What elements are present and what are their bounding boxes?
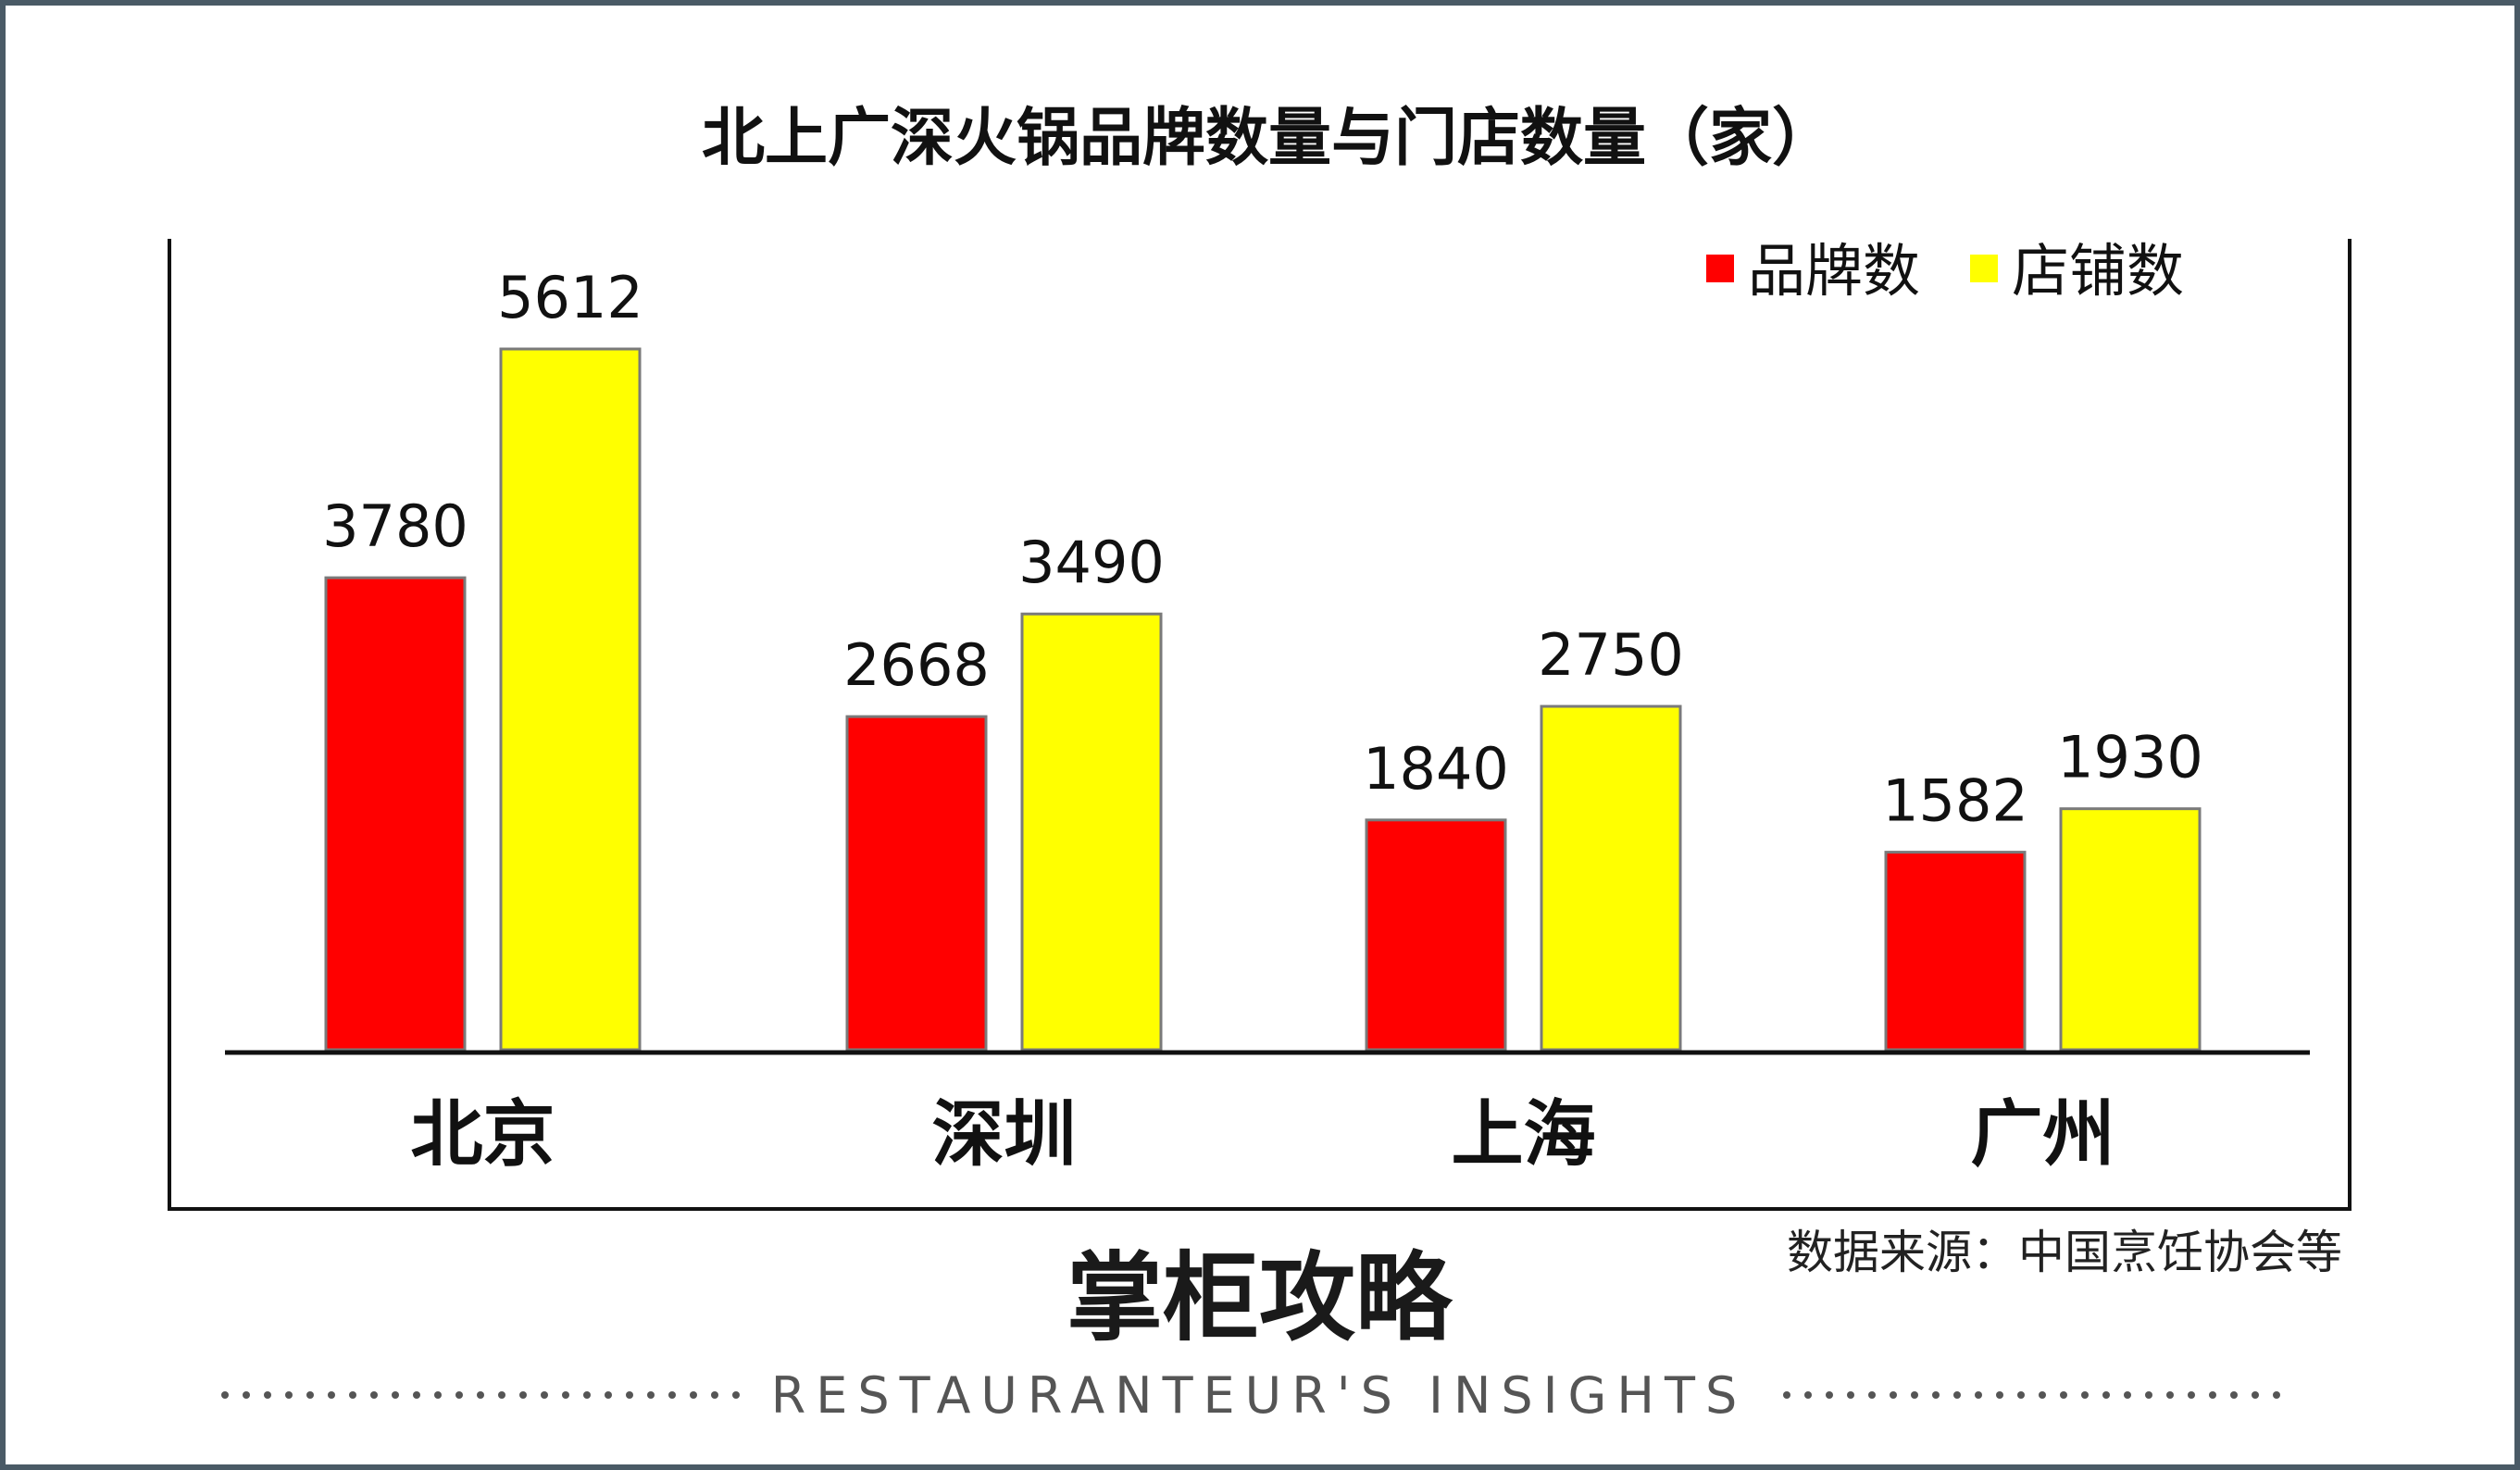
- legend: 品牌数 店铺数: [1706, 237, 2184, 305]
- tagline-dot: [1804, 1391, 1812, 1399]
- tagline-dot: [690, 1391, 697, 1399]
- legend-swatch-brands: [1706, 255, 1734, 282]
- tagline-dot: [1911, 1391, 1918, 1399]
- tagline-dot: [2081, 1391, 2089, 1399]
- tagline-dot: [2102, 1391, 2110, 1399]
- bar-guangzhou-brands: [1884, 851, 2027, 1052]
- tagline: RESTAURANTEUR'S INSIGHTS: [771, 1366, 1748, 1425]
- tagline-dot: [1847, 1391, 1854, 1399]
- tagline-dot: [243, 1391, 250, 1399]
- bar-shanghai-brands: [1365, 818, 1507, 1052]
- tagline-dot: [1996, 1391, 2003, 1399]
- value-label-shanghai-brands: 1840: [1363, 735, 1509, 803]
- tagline-dots-left: [221, 1391, 740, 1399]
- tagline-dot: [2124, 1391, 2131, 1399]
- tagline-dot: [2209, 1391, 2216, 1399]
- value-label-guangzhou-stores: 1930: [2057, 724, 2203, 791]
- tagline-dot: [668, 1391, 676, 1399]
- bar-beijing-stores: [499, 347, 642, 1052]
- value-label-guangzhou-brands: 1582: [1882, 767, 2028, 835]
- tagline-dot: [498, 1391, 505, 1399]
- tagline-dot: [2017, 1391, 2025, 1399]
- tagline-dot: [1975, 1391, 1982, 1399]
- value-label-shanghai-stores: 2750: [1538, 621, 1684, 689]
- tagline-dot: [711, 1391, 718, 1399]
- tagline-dot: [2145, 1391, 2152, 1399]
- tagline-dot: [328, 1391, 335, 1399]
- tagline-dot: [285, 1391, 293, 1399]
- tagline-dot: [2188, 1391, 2195, 1399]
- tagline-dot: [732, 1391, 740, 1399]
- tagline-dot: [306, 1391, 314, 1399]
- tagline-dot: [541, 1391, 548, 1399]
- category-label-shenzhen: 深圳: [931, 1093, 1076, 1177]
- tagline-dot: [1783, 1391, 1790, 1399]
- value-label-beijing-brands: 3780: [322, 492, 468, 560]
- tagline-dot: [2060, 1391, 2067, 1399]
- tagline-dot: [349, 1391, 356, 1399]
- bar-shanghai-stores: [1540, 704, 1682, 1052]
- category-label-guangzhou: 广州: [1970, 1093, 2115, 1177]
- bar-beijing-brands: [324, 576, 467, 1052]
- legend-label-stores: 店铺数: [2012, 237, 2184, 305]
- tagline-dot: [455, 1391, 463, 1399]
- tagline-dot: [562, 1391, 569, 1399]
- tagline-dot: [413, 1391, 420, 1399]
- tagline-dot: [605, 1391, 612, 1399]
- tagline-dot: [2273, 1391, 2280, 1399]
- bar-shenzhen-stores: [1020, 612, 1163, 1052]
- tagline-dot: [1826, 1391, 1833, 1399]
- tagline-dot: [626, 1391, 633, 1399]
- bars-layer: 3780 5612 北京 2668 3490 深圳 1840 2750 上海 1582 1930 广州: [322, 264, 2203, 1177]
- tagline-dot: [583, 1391, 591, 1399]
- category-label-shanghai: 上海: [1451, 1093, 1595, 1177]
- tagline-dot: [392, 1391, 399, 1399]
- tagline-dot: [2230, 1391, 2238, 1399]
- tagline-dot: [264, 1391, 271, 1399]
- tagline-dots-right: [1783, 1391, 2280, 1399]
- tagline-dot: [1890, 1391, 1897, 1399]
- tagline-dot: [2166, 1391, 2174, 1399]
- brand-logo-text: 掌柜攻略: [1067, 1241, 1453, 1354]
- tagline-dot: [1868, 1391, 1876, 1399]
- legend-swatch-stores: [1970, 255, 1998, 282]
- tagline-dot: [2252, 1391, 2259, 1399]
- legend-label-brands: 品牌数: [1748, 237, 1920, 305]
- category-label-beijing: 北京: [410, 1093, 555, 1177]
- bar-shenzhen-brands: [845, 715, 988, 1052]
- tagline-dot: [1953, 1391, 1961, 1399]
- bar-guangzhou-stores: [2059, 807, 2202, 1052]
- tagline-dot: [434, 1391, 442, 1399]
- chart-title: 北上广深火锅品牌数量与门店数量（家）: [702, 102, 1835, 175]
- tagline-dot: [221, 1391, 229, 1399]
- tagline-dot: [477, 1391, 484, 1399]
- tagline-dot: [519, 1391, 527, 1399]
- value-label-shenzhen-stores: 3490: [1018, 529, 1165, 596]
- value-label-shenzhen-brands: 2668: [843, 631, 990, 699]
- value-label-beijing-stores: 5612: [497, 264, 643, 331]
- tagline-dot: [647, 1391, 655, 1399]
- tagline-dot: [370, 1391, 378, 1399]
- tagline-dot: [2039, 1391, 2046, 1399]
- tagline-dot: [1932, 1391, 1940, 1399]
- source-note: 数据来源：中国烹饪协会等: [1787, 1226, 2342, 1279]
